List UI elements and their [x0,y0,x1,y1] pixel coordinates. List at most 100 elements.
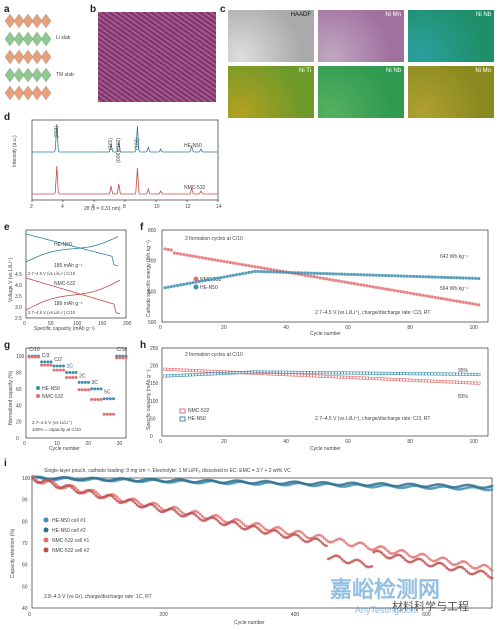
f-data-point [377,273,381,277]
i-data-point [163,480,167,484]
tm-slab-label: TM slab [56,72,74,78]
f-data-point [284,270,288,274]
i-xtick-label: 400 [291,612,300,618]
i-data-point [60,475,64,479]
h-data-point [327,371,332,375]
i-data-point [472,567,476,570]
f-data-point [228,274,232,278]
h-data-point [188,368,192,372]
i-ytick-label: 90 [22,498,28,504]
h-ytick-label: 150 [150,381,159,387]
i-data-point [74,490,78,493]
f-data-point [312,275,316,279]
i-data-point [431,559,435,563]
f-data-point [408,291,412,295]
e-xlabel: Specific capacity (mAh g⁻¹) [34,326,95,332]
i-data-point [31,474,35,478]
octahedron [31,13,43,29]
h-r1: 95% [458,368,469,374]
e-discharge-curve [25,276,121,315]
f-data-point [340,279,344,284]
i-data-point [218,516,222,519]
f-data-point [222,259,226,264]
g-data-point [80,388,84,392]
h-data-point [445,380,450,384]
i-data-point [234,479,238,482]
i-data-point [443,556,447,560]
h-data-point [309,374,313,378]
i-data-point [464,569,468,573]
h-data-point [337,371,341,375]
i-data-point [72,488,76,491]
f-data-point [442,297,447,301]
i-data-point [384,555,387,558]
f-data-point [399,289,403,294]
h-data-point [411,378,416,382]
f-data-point [247,264,251,268]
i-ytick-label: 80 [22,519,28,525]
f-data-point [349,272,353,277]
h-data-point [293,373,298,377]
h-data-point [383,377,388,381]
h-data-point [390,371,394,375]
i-data-point [437,482,441,486]
octahedron [13,67,25,83]
octahedron [31,31,43,47]
h-data-point [396,372,400,376]
f-data-point [427,275,431,279]
i-data-point [382,553,385,557]
h-data-point [374,377,378,381]
i-data-point [242,522,246,526]
e-ann3: 2.7–4.5 V (vs Li/Li⁺) C/10 [28,271,76,276]
f-data-point [318,276,322,280]
h-data-point [349,371,354,375]
i-data-point [118,497,121,501]
g-data-point [40,360,44,364]
f-data-point [210,257,214,261]
g-data-point [87,388,90,392]
f-data-point [225,274,229,279]
f-data-point [346,272,350,276]
h-data-point [355,376,360,380]
eds-tile-label: HAADF [290,12,311,18]
g-data-point [90,398,94,402]
i-data-point [254,525,257,528]
i-data-point [484,488,488,492]
h-data-point [467,381,472,385]
i-data-point [340,485,344,488]
f-data-point [238,262,242,266]
f-data-point [206,257,211,261]
f-data-point [464,301,468,305]
e-ann2: 185 mAh g⁻¹ [54,263,83,269]
h-data-point [306,371,310,375]
eds-tile-label: Ni Nb [475,12,491,18]
h-data-point [343,371,347,375]
retention-chart: Capacity retention (%) Cycle number Sing… [10,468,494,626]
eds-tile-label: Ni Mn [385,12,401,18]
f-leg1-marker [193,276,199,282]
f-data-point [234,261,239,266]
i-data-point [135,499,139,503]
i-data-point [131,499,135,503]
f-leg2-marker [193,284,199,290]
i-data-point [342,559,346,563]
i-data-point [325,544,328,548]
f-data-point [275,270,279,274]
e-ylabel: Voltage V (vs Li/Li⁺) [8,257,14,302]
h-data-point [458,372,462,376]
i-data-point [283,536,287,539]
i-data-point [250,482,253,485]
h-data-point [272,372,276,376]
i-data-point [90,476,94,480]
g-data-point [99,398,103,402]
i-data-point [236,522,240,526]
e-ann4: NMC-532 [54,281,76,287]
h-data-point [411,372,416,376]
octahedron [40,31,52,47]
g-xtick-label: 30 [117,441,123,447]
h-data-point [244,370,248,374]
f-data-point [477,276,481,281]
octahedron [40,13,52,29]
h-data-point [284,370,288,374]
i-data-point [299,536,303,540]
